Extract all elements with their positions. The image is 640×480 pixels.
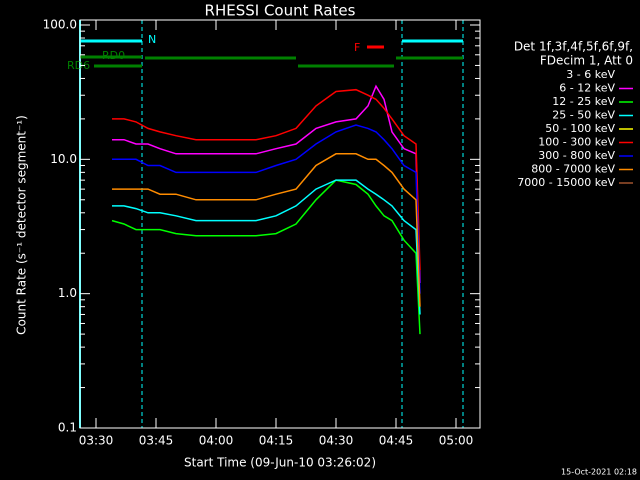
legend-label: 300 - 800 keV <box>538 149 615 162</box>
annotation: F <box>354 41 360 54</box>
series-line <box>112 88 421 271</box>
x-axis-label: Start Time (09-Jun-10 03:26:02) <box>184 456 376 470</box>
legend-label: 100 - 300 keV <box>538 136 615 149</box>
legend-label: 3 - 6 keV <box>566 68 615 81</box>
x-tick-label: 04:30 <box>319 434 354 448</box>
series-line <box>112 124 421 294</box>
legend-label: 12 - 25 keV <box>552 95 615 108</box>
y-axis-label: Count Rate (s⁻¹ detector segment⁻¹) <box>15 115 29 335</box>
series-line <box>112 179 421 315</box>
series-line <box>112 84 421 284</box>
x-tick-label: 04:15 <box>259 434 294 448</box>
plot-frame <box>79 19 481 429</box>
legend-label: 7000 - 15000 keV <box>517 176 615 189</box>
x-tick-label: 03:30 <box>79 434 114 448</box>
series-line <box>111 94 421 405</box>
annotation: RD0 <box>102 49 125 62</box>
legend-label: 50 - 100 keV <box>545 122 615 135</box>
legend-header: Det 1f,3f,4f,5f,6f,9f, <box>514 40 633 54</box>
legend-header: FDecim 1, Att 0 <box>540 54 633 68</box>
x-tick-label: 04:45 <box>379 434 414 448</box>
y-tick-label: 100.0 <box>43 18 77 32</box>
instrument-state: N RD0 RD6 F <box>67 20 464 428</box>
legend-label: 25 - 50 keV <box>552 109 615 122</box>
series-line <box>112 153 421 307</box>
y-tick-label: 0.1 <box>58 421 77 435</box>
y-tick-label: 1.0 <box>58 286 77 300</box>
annotation: N <box>148 33 156 46</box>
chart-title: RHESSI Count Rates <box>205 2 356 20</box>
footer: 15-Oct-2021 02:18 <box>561 468 637 477</box>
x-tick-label: 04:00 <box>199 434 234 448</box>
legend-label: 800 - 7000 keV <box>531 163 615 176</box>
legend-label: 6 - 12 keV <box>559 82 615 95</box>
series-line <box>111 179 421 335</box>
y-tick-label: 10.0 <box>50 152 77 166</box>
x-tick-label: 03:45 <box>139 434 174 448</box>
x-tick-label: 05:00 <box>439 434 474 448</box>
annotation: RD6 <box>67 59 90 72</box>
